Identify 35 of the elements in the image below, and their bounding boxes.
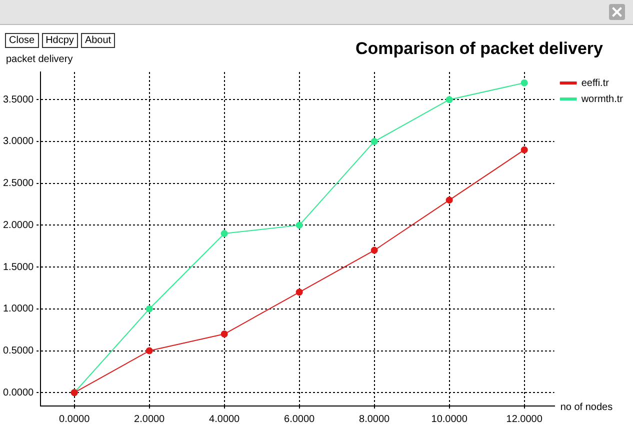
x-tick-label: 6.0000 [284, 414, 316, 425]
point [446, 96, 453, 104]
point [220, 330, 228, 338]
point [370, 246, 378, 254]
y-tick-label: 2.0000 [2, 220, 34, 231]
y-tick-label: 1.0000 [2, 304, 34, 315]
y-tick-label: 1.5000 [2, 262, 34, 273]
y-tick-label: 0.5000 [2, 346, 34, 356]
text: Hdcpy [42, 33, 78, 48]
point [146, 347, 153, 354]
x-tick-label: 0.0000 [59, 414, 90, 425]
x-tick-label: 12.0000 [506, 414, 543, 425]
point [520, 146, 528, 154]
x-axis-title: no of nodes [560, 402, 613, 413]
y-axis-title: packet delivery [6, 54, 73, 65]
point [446, 196, 453, 204]
y-tick-label: 3.5000 [2, 94, 34, 106]
y-tick-label: 3.0000 [2, 136, 34, 148]
x-tick-label: 8.0000 [359, 414, 390, 425]
x-tick-label: 2.0000 [134, 414, 166, 425]
chart-title: Comparison of packet delivery [355, 39, 604, 58]
legend-label: eeffi.tr [581, 78, 610, 89]
x-tick-label: 10.0000 [431, 414, 468, 425]
point [146, 305, 153, 312]
x-tick-label: 4.0000 [209, 414, 240, 425]
text: About [80, 33, 116, 48]
point [296, 222, 303, 229]
point [296, 288, 303, 296]
y-tick-label: 0.0000 [2, 387, 34, 398]
point [220, 230, 228, 238]
y-tick-label: 2.5000 [2, 178, 34, 190]
text: Close [5, 33, 39, 48]
point [520, 79, 528, 86]
point [370, 138, 378, 145]
legend-label: wormth.tr [580, 94, 624, 105]
